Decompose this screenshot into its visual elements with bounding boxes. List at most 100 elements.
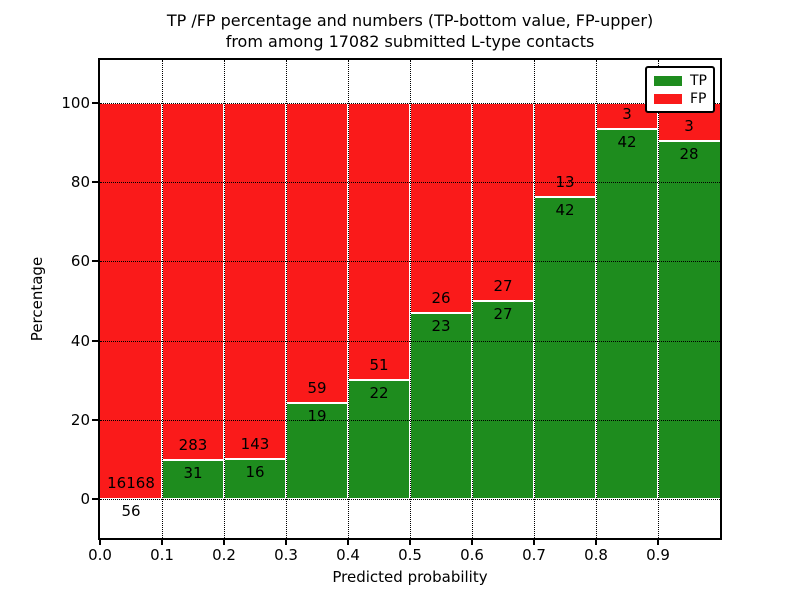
bar-edge: [534, 195, 596, 198]
y-tick: [92, 498, 98, 500]
bar-edge: [286, 401, 348, 404]
x-tick: [99, 540, 101, 545]
bar-segment-fp: [410, 103, 472, 314]
bar-segment-fp: [162, 103, 224, 460]
chart-title-line1: TP /FP percentage and numbers (TP-bottom…: [166, 11, 654, 30]
bar-label-fp: 27: [493, 277, 513, 295]
tp-swatch-icon: [654, 75, 682, 86]
x-tick-label: 0.1: [150, 546, 174, 564]
bar-label-fp: 26: [431, 289, 451, 308]
y-tick-label: 0: [80, 490, 90, 508]
y-tick-label: 80: [70, 173, 90, 192]
bar-edge: [410, 312, 472, 315]
bar-label-tp: 16: [245, 463, 265, 482]
x-tick-label: 0.6: [460, 546, 484, 564]
bar-label-tp: 19: [307, 406, 327, 425]
x-tick: [347, 540, 349, 545]
bar-segment-fp: [534, 103, 596, 197]
legend-item-fp: FP: [654, 92, 713, 106]
bar-edge: [162, 458, 224, 461]
v-gridline: [162, 60, 163, 538]
v-gridline: [410, 60, 411, 538]
x-tick: [409, 540, 411, 545]
bar-label-tp: 31: [183, 463, 203, 482]
legend: TP FP: [645, 66, 715, 113]
legend-item-tp: TP: [654, 74, 713, 88]
y-tick-label: 60: [70, 252, 90, 271]
chart-title-line2: from among 17082 submitted L-type contac…: [225, 32, 595, 51]
bar-label-tp: 22: [369, 383, 389, 402]
x-tick-label: 0.8: [584, 546, 608, 564]
y-tick: [92, 260, 98, 263]
bar-label-fp: 59: [307, 378, 327, 397]
legend-label-fp: FP: [690, 90, 707, 107]
x-tick: [595, 540, 597, 545]
y-tick-label: 20: [70, 410, 90, 429]
bar-label-tp: 27: [493, 305, 513, 323]
legend-label-tp: TP: [690, 72, 707, 89]
bar-segment-tp: [534, 196, 596, 499]
v-gridline: [658, 60, 659, 538]
x-tick: [161, 540, 163, 545]
bar-label-fp: 51: [369, 355, 389, 374]
bar-segment-fp: [286, 103, 348, 403]
bar-segment-tp: [224, 459, 286, 499]
v-gridline: [224, 60, 225, 538]
bar-edge: [658, 140, 720, 143]
bar-edge: [224, 458, 286, 461]
x-tick: [223, 540, 225, 545]
y-tick: [92, 181, 98, 184]
v-gridline: [534, 60, 535, 538]
bar-label-tp: 23: [431, 317, 451, 336]
bar-segment-tp: [472, 301, 534, 499]
x-tick-label: 0.5: [398, 546, 422, 564]
bar-segment-fp: [348, 103, 410, 380]
v-gridline: [348, 60, 349, 538]
bar-segment-tp: [162, 459, 224, 499]
bar-segment-tp: [658, 141, 720, 499]
bar-label-fp: 143: [240, 435, 270, 454]
y-tick-label: 40: [70, 331, 90, 350]
v-gridline: [596, 60, 597, 538]
bar-label-fp: 13: [555, 172, 575, 191]
x-tick: [657, 540, 659, 545]
bar-edge: [472, 300, 534, 302]
x-tick-label: 0.9: [646, 546, 670, 564]
y-tick: [92, 339, 98, 342]
bar-segment-fp: [224, 103, 286, 460]
v-gridline: [472, 60, 473, 538]
plot-area: 16168 56 283 31 143 16 59 19 51 22 26 23 27 27 13 42 3 42…: [98, 58, 722, 540]
v-gridline: [286, 60, 287, 538]
x-tick-label: 0.0: [88, 546, 112, 564]
bar-segment-tp: [286, 402, 348, 499]
x-axis-label: Predicted probability: [332, 568, 488, 586]
bar-label-fp: 3: [684, 117, 694, 136]
bar-edge: [596, 128, 658, 131]
bar-segment-fp: [472, 103, 534, 301]
bar-label-fp: 16168: [107, 473, 155, 492]
chart-title: TP /FP percentage and numbers (TP-bottom…: [100, 10, 720, 52]
y-tick: [92, 418, 98, 421]
bar-label-tp: 56: [121, 501, 141, 520]
x-tick-label: 0.7: [522, 546, 546, 564]
x-tick-label: 0.3: [274, 546, 298, 564]
bar-label-fp: 3: [622, 105, 632, 124]
bar-label-fp: 283: [178, 435, 208, 454]
y-tick: [92, 102, 98, 104]
bar-label-tp: 42: [555, 200, 575, 219]
bar-edge: [348, 378, 410, 381]
fp-swatch-icon: [654, 93, 682, 104]
x-tick: [471, 540, 473, 545]
y-tick-label: 100: [61, 94, 90, 112]
bar-segment-tp: [596, 129, 658, 499]
bar-segment-tp: [348, 379, 410, 499]
bar-segment-fp: [100, 103, 162, 498]
bar-segment-tp: [410, 313, 472, 499]
x-tick: [285, 540, 287, 545]
x-tick-label: 0.2: [212, 546, 236, 564]
x-tick-label: 0.4: [336, 546, 360, 564]
bar-label-tp: 42: [617, 133, 637, 152]
x-tick: [533, 540, 535, 545]
bar-label-tp: 28: [679, 145, 699, 164]
